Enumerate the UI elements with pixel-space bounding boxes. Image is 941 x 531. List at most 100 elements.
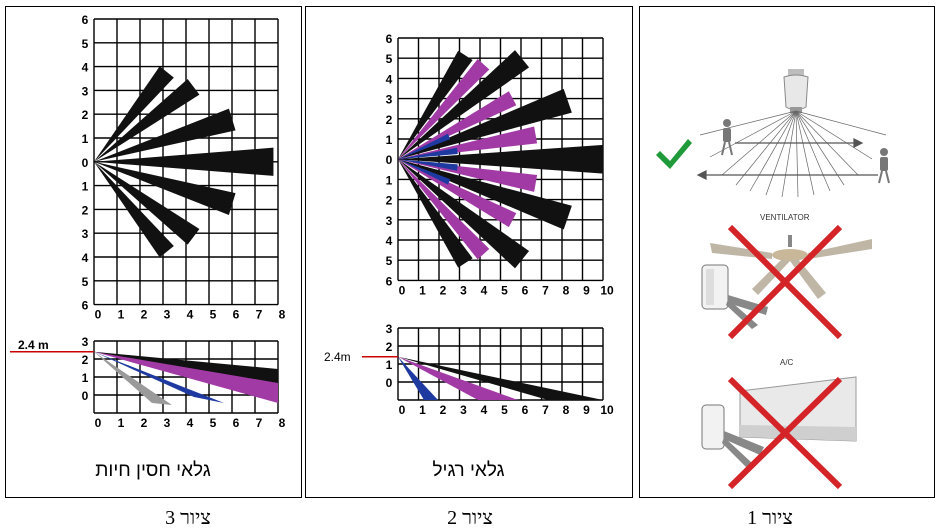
coverage-beam-long bbox=[398, 144, 604, 174]
side-beam-gray bbox=[94, 351, 172, 405]
coverage-beam-long bbox=[398, 159, 473, 268]
x-tick-label: 6 bbox=[522, 283, 529, 297]
y-tick-label: 2 bbox=[82, 108, 89, 122]
x-tick-label: 2 bbox=[440, 403, 447, 417]
y-tick-label: 4 bbox=[386, 72, 393, 86]
side-beam-blue bbox=[94, 351, 224, 403]
y-tick-label: 0 bbox=[386, 376, 393, 390]
y-tick-label: 0 bbox=[82, 156, 89, 170]
x-tick-label: 8 bbox=[279, 308, 286, 322]
red-x-icon bbox=[727, 224, 843, 340]
x-tick-label: 5 bbox=[501, 403, 508, 417]
y-tick-label: 4 bbox=[82, 251, 89, 265]
x-tick-label: 3 bbox=[460, 283, 467, 297]
y-tick-label: 5 bbox=[82, 275, 89, 289]
x-tick-label: 4 bbox=[481, 283, 488, 297]
y-tick-label: 2 bbox=[386, 340, 393, 354]
x-tick-label: 0 bbox=[399, 283, 406, 297]
y-tick-label: 0 bbox=[82, 389, 89, 403]
coverage-beam-short bbox=[398, 133, 451, 160]
figure-2-panel-caption: גלאי רגיל bbox=[432, 460, 505, 481]
figure-3-panel-caption: גלאי חסין חיות bbox=[95, 460, 211, 481]
y-tick-label: 5 bbox=[82, 37, 89, 51]
x-tick-label: 0 bbox=[95, 308, 102, 322]
y-tick-label: 6 bbox=[386, 274, 393, 288]
coverage-beam-long bbox=[398, 159, 530, 269]
walking-person-icon bbox=[878, 148, 890, 184]
coverage-beam-mid bbox=[398, 91, 517, 160]
y-tick-label: 1 bbox=[82, 371, 89, 385]
walking-person-icon bbox=[721, 119, 733, 156]
y-tick-label: 2 bbox=[82, 203, 89, 217]
x-tick-label: 7 bbox=[256, 416, 263, 430]
figure-1-caption: ציור 1 bbox=[747, 507, 793, 529]
coverage-beam-mid bbox=[398, 126, 538, 160]
coverage-beam bbox=[94, 161, 174, 258]
x-tick-label: 7 bbox=[256, 308, 263, 322]
coverage-beam-mid bbox=[398, 59, 490, 160]
x-tick-label: 3 bbox=[164, 416, 171, 430]
motion-arrows bbox=[696, 138, 878, 180]
coverage-beam-short bbox=[398, 159, 451, 185]
y-tick-label: 1 bbox=[386, 133, 393, 147]
x-tick-label: 6 bbox=[233, 416, 240, 430]
y-tick-label: 6 bbox=[82, 13, 89, 27]
ventilator-label: VENTILATOR bbox=[760, 213, 810, 222]
ceiling-detector-icon bbox=[783, 69, 809, 113]
y-tick-label: 2 bbox=[386, 113, 393, 127]
x-tick-label: 4 bbox=[481, 403, 488, 417]
coverage-beam bbox=[94, 147, 274, 176]
x-tick-label: 5 bbox=[501, 283, 508, 297]
figure-2-caption: ציור 2 bbox=[447, 507, 493, 529]
red-x-icon bbox=[727, 376, 843, 490]
ac-label: A/C bbox=[780, 358, 794, 367]
x-tick-label: 2 bbox=[440, 283, 447, 297]
wall-detector-icon bbox=[701, 404, 764, 467]
x-tick-label: 4 bbox=[187, 416, 194, 430]
coverage-beam-short bbox=[398, 147, 458, 160]
y-tick-label: 1 bbox=[82, 132, 89, 146]
side-beam-purple bbox=[94, 351, 278, 403]
y-tick-label: 3 bbox=[82, 335, 89, 349]
coverage-beam-mid bbox=[398, 159, 490, 260]
y-tick-label: 2 bbox=[386, 194, 393, 208]
coverage-beam bbox=[94, 108, 236, 162]
coverage-beam-mid bbox=[398, 159, 538, 192]
x-tick-label: 10 bbox=[600, 283, 614, 297]
side-beam-black bbox=[398, 356, 603, 400]
y-tick-label: 3 bbox=[386, 214, 393, 228]
x-tick-label: 8 bbox=[563, 403, 570, 417]
coverage-beam bbox=[94, 66, 174, 162]
side-beam-blue bbox=[398, 356, 438, 400]
coverage-beam-long bbox=[398, 50, 473, 160]
y-tick-label: 0 bbox=[386, 153, 393, 167]
height-label: 2.4m bbox=[324, 350, 351, 364]
x-tick-label: 2 bbox=[141, 308, 148, 322]
x-tick-label: 0 bbox=[95, 416, 102, 430]
x-tick-label: 7 bbox=[542, 403, 549, 417]
x-tick-label: 2 bbox=[141, 416, 148, 430]
y-tick-label: 3 bbox=[386, 93, 393, 107]
x-tick-label: 6 bbox=[522, 403, 529, 417]
y-tick-label: 6 bbox=[386, 32, 393, 46]
coverage-beam bbox=[94, 161, 236, 215]
x-tick-label: 1 bbox=[419, 283, 426, 297]
y-tick-label: 5 bbox=[386, 254, 393, 268]
x-tick-label: 1 bbox=[118, 416, 125, 430]
figure-1-illustration: VENTILATOR A/C bbox=[656, 69, 890, 490]
side-beam-purple bbox=[398, 356, 518, 400]
y-tick-label: 1 bbox=[386, 173, 393, 187]
coverage-beam-long bbox=[398, 50, 530, 160]
x-tick-label: 4 bbox=[187, 308, 194, 322]
x-tick-label: 0 bbox=[399, 403, 406, 417]
y-tick-label: 4 bbox=[82, 61, 89, 75]
x-tick-label: 8 bbox=[279, 416, 286, 430]
y-tick-label: 5 bbox=[386, 52, 393, 66]
air-conditioner-icon bbox=[701, 264, 768, 329]
x-tick-label: 3 bbox=[460, 403, 467, 417]
y-tick-label: 3 bbox=[82, 84, 89, 98]
y-tick-label: 6 bbox=[82, 299, 89, 313]
y-tick-label: 3 bbox=[82, 227, 89, 241]
